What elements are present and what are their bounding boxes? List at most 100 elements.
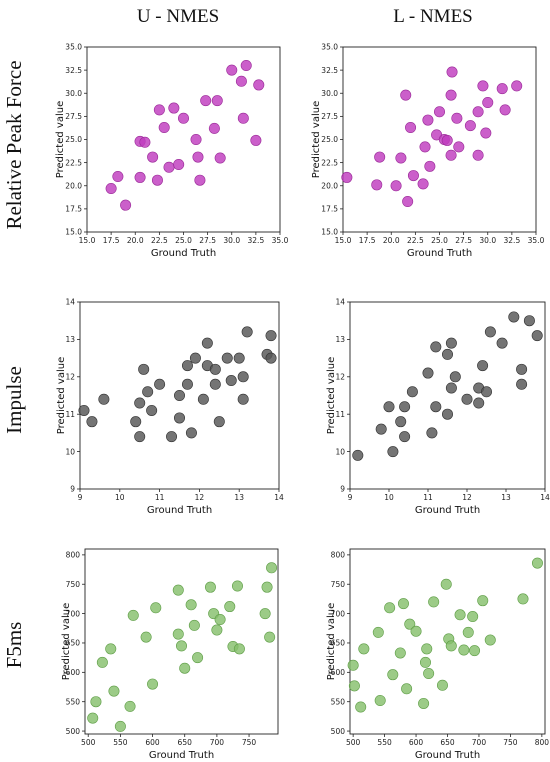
data-point	[240, 59, 252, 71]
data-point	[194, 174, 206, 186]
data-point	[147, 151, 159, 163]
scatter-panel-1: 15.0 17.5 20.0 22.5 25.0 27.5 30.0 32.5 35.0 15.0…	[311, 43, 545, 259]
data-point	[374, 695, 386, 707]
x-tick-label: 11	[423, 493, 433, 502]
data-point	[440, 578, 452, 590]
data-point	[265, 330, 277, 342]
data-point	[374, 151, 386, 163]
y-tick-label: 35.0	[321, 43, 338, 52]
data-point	[105, 643, 117, 655]
data-point	[516, 363, 528, 375]
data-point	[153, 104, 165, 116]
data-point	[185, 599, 197, 611]
y-tick-label: 500	[331, 727, 346, 736]
data-point	[477, 80, 489, 92]
data-point	[192, 652, 204, 664]
data-point	[445, 149, 457, 161]
data-point	[473, 397, 485, 409]
data-point	[190, 134, 202, 146]
data-point	[517, 593, 529, 605]
y-tick-label: 10	[335, 447, 345, 456]
data-point	[430, 341, 442, 353]
data-point	[395, 416, 407, 428]
data-point	[150, 602, 162, 614]
data-point	[158, 121, 170, 133]
x-tick-label: 800	[535, 738, 550, 747]
data-point	[404, 618, 416, 630]
data-point	[417, 178, 429, 190]
data-point	[87, 712, 99, 724]
y-tick-label: 20.0	[65, 181, 82, 190]
data-point	[114, 720, 126, 732]
y-tick-label: 17.5	[321, 205, 338, 214]
y-tick-label: 22.5	[65, 158, 82, 167]
data-point	[523, 315, 535, 327]
data-point	[226, 64, 238, 76]
data-point	[441, 348, 453, 360]
data-point	[496, 83, 508, 95]
data-point	[406, 386, 418, 398]
y-tick-label: 15.0	[65, 228, 82, 237]
data-point	[209, 363, 221, 375]
data-point	[383, 401, 395, 413]
data-point	[147, 678, 159, 690]
y-tick-label: 25.0	[65, 135, 82, 144]
data-point	[140, 631, 152, 643]
data-point	[423, 668, 435, 680]
y-axis-label: Predicted value	[61, 603, 72, 680]
x-tick-label: 17.5	[359, 236, 376, 245]
x-tick-label: 10	[384, 493, 394, 502]
y-tick-label: 11	[65, 410, 75, 419]
y-tick-label: 27.5	[321, 112, 338, 121]
y-tick-label: 10	[65, 447, 75, 456]
data-point	[464, 120, 476, 132]
x-tick-label: 27.5	[455, 236, 472, 245]
data-point	[112, 171, 124, 183]
data-point	[185, 427, 197, 439]
data-point	[390, 180, 402, 192]
column-title-l-nmes: L - NMES	[393, 6, 473, 27]
data-point	[441, 408, 453, 420]
data-point	[192, 151, 204, 163]
data-point	[477, 360, 489, 372]
plot-frame	[349, 301, 546, 490]
data-point	[214, 152, 226, 164]
data-point	[124, 700, 136, 712]
data-point	[387, 669, 399, 681]
x-tick-label: 15.0	[79, 236, 96, 245]
data-point	[352, 449, 364, 461]
y-tick-label: 700	[66, 609, 81, 618]
data-point	[261, 581, 273, 593]
data-point	[197, 393, 209, 405]
y-tick-label: 35.0	[65, 43, 82, 52]
y-tick-label: 550	[331, 697, 346, 706]
data-point	[235, 75, 247, 87]
data-point	[120, 199, 132, 211]
data-point	[181, 378, 193, 390]
data-point	[259, 608, 271, 620]
data-point	[401, 683, 413, 695]
data-point	[387, 446, 399, 458]
x-tick-label: 9	[348, 493, 353, 502]
x-tick-label: 12	[195, 493, 205, 502]
data-point	[139, 136, 151, 148]
data-point	[96, 656, 108, 668]
row-title-impulse: Impulse	[2, 366, 26, 434]
y-tick-label: 9	[70, 485, 75, 494]
x-tick-label: 10	[115, 493, 125, 502]
data-point	[407, 170, 419, 182]
data-point	[237, 393, 249, 405]
data-point	[127, 609, 139, 621]
x-tick-label: 35.0	[272, 236, 289, 245]
data-point	[433, 106, 445, 118]
data-point	[237, 371, 249, 383]
x-tick-label: 600	[409, 738, 424, 747]
y-tick-label: 27.5	[65, 112, 82, 121]
x-axis-label: Ground Truth	[415, 505, 480, 516]
data-point	[201, 337, 213, 349]
x-tick-label: 500	[81, 738, 96, 747]
data-point	[484, 634, 496, 646]
data-point	[266, 562, 278, 574]
data-point	[480, 386, 492, 398]
